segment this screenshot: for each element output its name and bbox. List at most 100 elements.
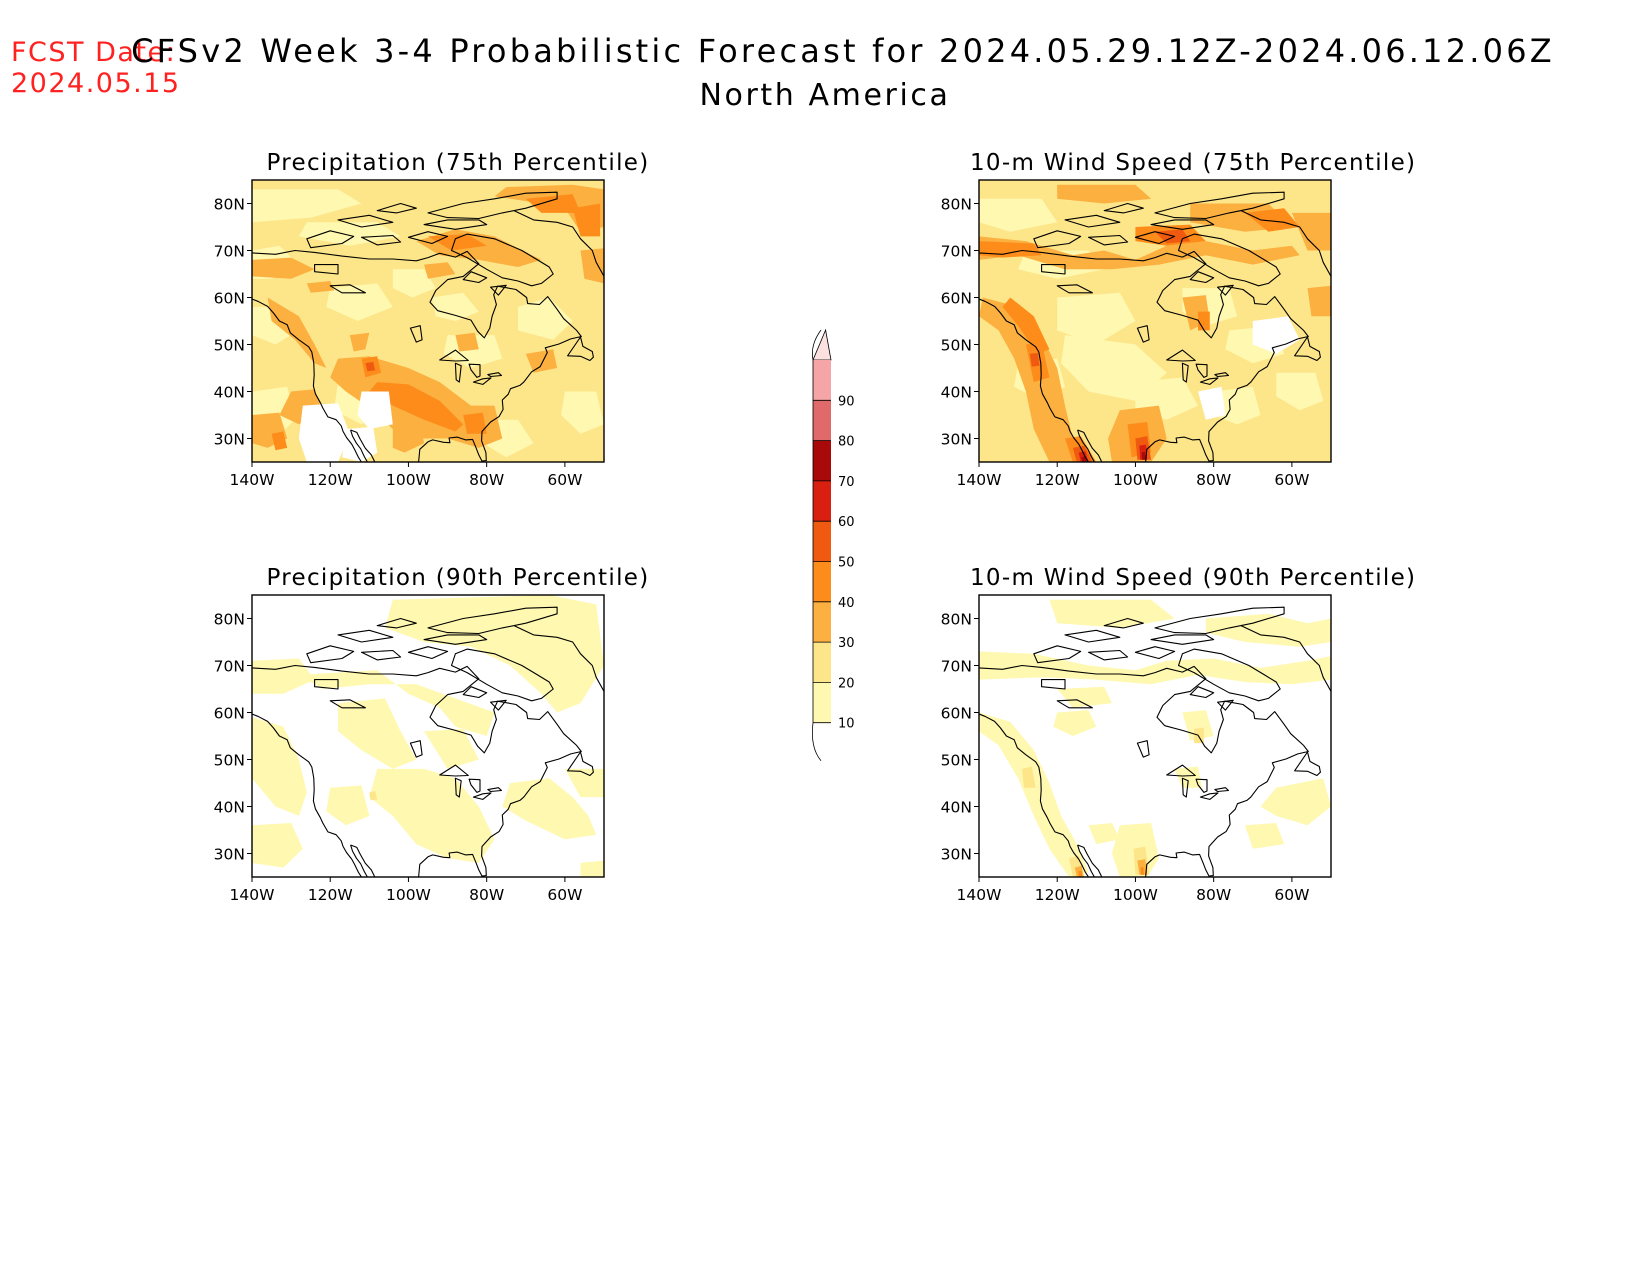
- lat-tick-label: 40N: [941, 384, 972, 402]
- island-outline: [450, 233, 554, 287]
- lat-tick-label: 60N: [214, 705, 245, 723]
- island-outline: [1154, 191, 1285, 220]
- colorbar-label: 10: [838, 717, 855, 732]
- island-outline: [409, 740, 423, 758]
- shaded-region: [979, 651, 1331, 685]
- shaded-region: [252, 658, 315, 694]
- colorbar-bottom-edge: [811, 722, 822, 761]
- lat-tick-label: 30N: [214, 431, 245, 449]
- island-outline: [407, 231, 449, 245]
- colorbar-segment: [813, 400, 831, 441]
- map-wind-90: 140W 120W 100W 80W 60W 30N 40N 50N 60N 70N 80N: [941, 594, 1332, 904]
- shaded-region: [298, 222, 401, 246]
- lat-tick-label: 60N: [214, 290, 245, 308]
- coastline: [252, 713, 362, 877]
- lat-tick-label: 70N: [214, 243, 245, 261]
- lon-tick-label: 100W: [386, 886, 431, 904]
- shaded-region: [424, 262, 456, 279]
- coastline: [1077, 844, 1095, 877]
- island-outline: [567, 751, 594, 777]
- lat-tick-label: 50N: [214, 752, 245, 770]
- shaded-region: [580, 860, 604, 877]
- lat-tick-label: 80N: [941, 196, 972, 214]
- lon-tick-label: 100W: [386, 471, 431, 489]
- lon-tick-label: 140W: [957, 471, 1002, 489]
- colorbar-segment: [813, 601, 831, 643]
- lon-tick-label: 140W: [230, 886, 275, 904]
- colorbar-label: 80: [838, 435, 855, 450]
- lat-tick-label: 60N: [941, 290, 972, 308]
- island-outline: [329, 284, 366, 294]
- shaded-region: [342, 426, 378, 462]
- island-outline: [1214, 787, 1230, 793]
- shaded-region: [392, 424, 425, 453]
- shaded-region: [1260, 778, 1331, 826]
- island-outline: [1150, 634, 1215, 645]
- panel-title: 10-m Wind Speed (90th Percentile): [970, 565, 1417, 591]
- island-outline: [462, 271, 488, 284]
- lat-tick-label: 80N: [214, 196, 245, 214]
- coastline: [252, 249, 582, 462]
- shaded-region: [1194, 727, 1204, 744]
- shaded-region: [1078, 870, 1083, 877]
- island-outline: [376, 617, 417, 629]
- coastline: [979, 664, 1309, 877]
- lat-tick-label: 70N: [941, 658, 972, 676]
- island-outline: [1103, 617, 1144, 629]
- shaded-region: [431, 292, 479, 321]
- island-outline: [314, 264, 339, 275]
- colorbar-segment: [813, 480, 831, 522]
- colorbar-segment: [813, 440, 831, 481]
- island-outline: [407, 646, 449, 660]
- coastline: [1077, 429, 1095, 462]
- shaded-region: [1057, 292, 1136, 345]
- island-outline: [1033, 645, 1082, 664]
- shaded-region: [252, 717, 307, 816]
- shaded-region: [1198, 311, 1210, 331]
- shaded-region: [1276, 372, 1324, 411]
- island-outline: [487, 372, 503, 378]
- island-outline: [1294, 751, 1321, 777]
- island-outline: [423, 634, 488, 645]
- island-outline: [1064, 214, 1121, 228]
- shaded-region: [424, 728, 479, 769]
- island-outline: [1199, 792, 1219, 800]
- island-outline: [468, 363, 481, 378]
- island-outline: [567, 336, 594, 362]
- coastline: [979, 249, 1309, 462]
- shaded-region: [455, 332, 479, 352]
- map-frame: [251, 179, 605, 463]
- colorbar: 90 80 70 60 50 40 30 20 10: [800, 328, 870, 761]
- island-outline: [1150, 219, 1215, 230]
- island-outline: [1199, 377, 1219, 385]
- lon-tick-label: 80W: [1196, 471, 1231, 489]
- island-outline: [306, 645, 355, 664]
- shaded-region: [979, 241, 1042, 258]
- shaded-region: [1002, 297, 1050, 354]
- lat-tick-label: 50N: [941, 337, 972, 355]
- island-outline: [1087, 649, 1129, 661]
- lat-tick-label: 40N: [214, 384, 245, 402]
- colorbar-label: 40: [838, 596, 855, 611]
- coastline: [1077, 429, 1103, 462]
- shaded-region: [564, 768, 604, 798]
- shaded-region: [326, 785, 370, 826]
- shaded-region: [369, 382, 464, 432]
- island-outline: [1195, 363, 1208, 378]
- colorbar-segment: [813, 521, 831, 562]
- island-outline: [439, 349, 469, 362]
- shaded-region: [1078, 451, 1089, 462]
- lat-tick-label: 80N: [214, 611, 245, 629]
- forecast-date-value: 2024.05.15: [11, 68, 181, 99]
- map-precip-75: 140W 120W 100W 80W 60W 30N 40N 50N 60N 70N 80N: [214, 179, 605, 489]
- shaded-region: [357, 391, 393, 430]
- colorbar-segment: [813, 561, 831, 602]
- shaded-region: [525, 194, 581, 213]
- shaded-region: [572, 203, 601, 237]
- shaded-region: [1053, 710, 1097, 736]
- coastlines: [979, 191, 1331, 462]
- island-outline: [409, 325, 423, 343]
- island-outline: [427, 191, 558, 220]
- island-outline: [1181, 777, 1189, 798]
- panel-title: 10-m Wind Speed (75th Percentile): [970, 150, 1417, 176]
